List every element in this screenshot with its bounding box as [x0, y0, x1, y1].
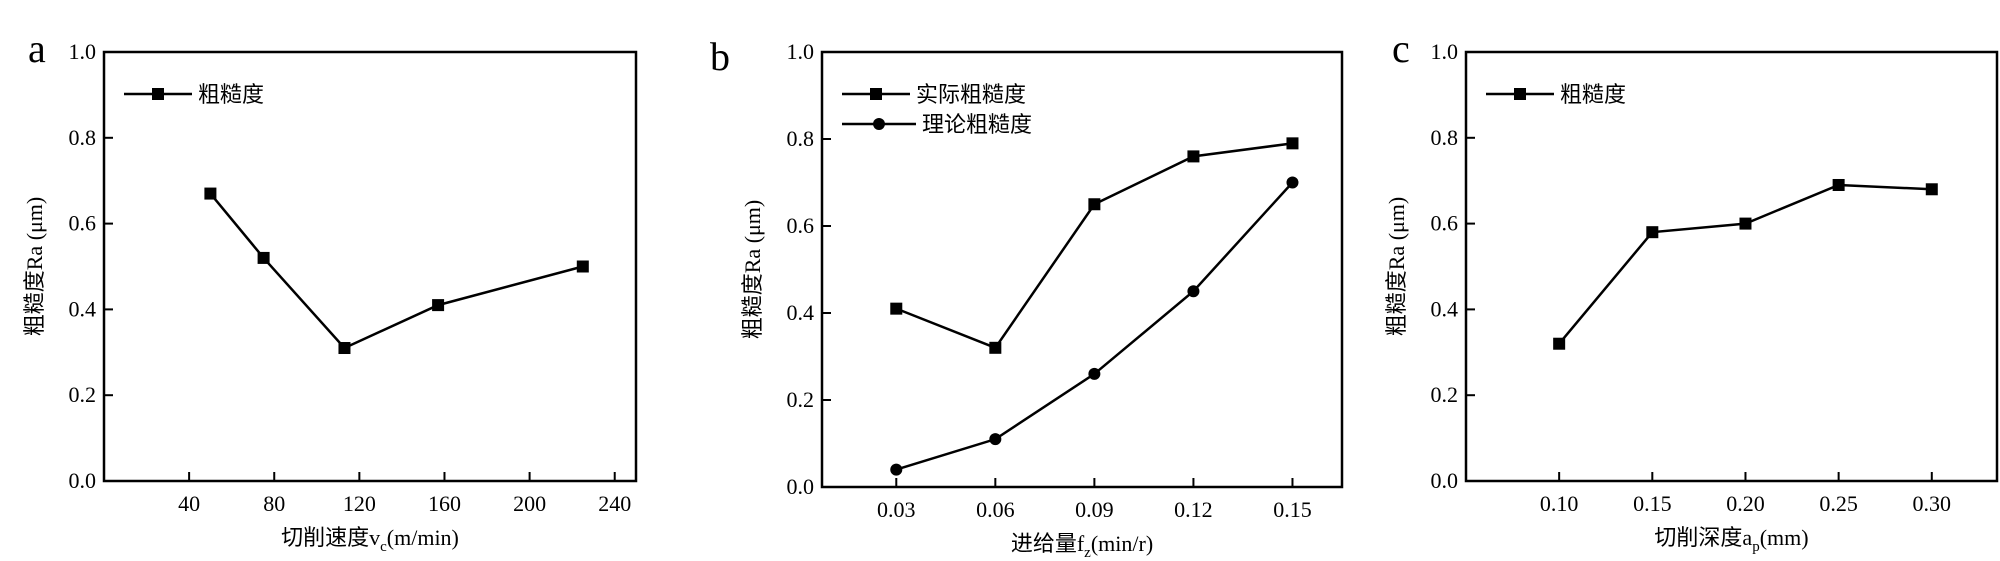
series-line	[1558, 183, 1932, 345]
data-point	[1553, 337, 1566, 350]
data-point	[989, 341, 1002, 354]
panel-label: c	[1392, 26, 1410, 71]
x-tick-label: 0.09	[1075, 497, 1114, 522]
data-point	[432, 299, 445, 312]
data-point	[257, 251, 270, 264]
data-point	[1739, 217, 1752, 230]
chart-panel-c: c 0.0 0.2 0.4 0.6 0.8 1.0 0.10 0.15 0.20 0.25 0.30 切…	[1384, 26, 1999, 555]
x-axis-label: 切削深度ap(mm)	[1654, 525, 1808, 555]
data-point	[1088, 198, 1101, 211]
data-point	[204, 187, 217, 200]
y-axis-label: 粗糙度Ra (μm)	[22, 197, 47, 337]
y-tick-label: 1.0	[1431, 39, 1459, 64]
x-tick-label: 0.12	[1174, 497, 1213, 522]
y-tick-label: 0.8	[1431, 125, 1459, 150]
panel-label: b	[710, 34, 730, 79]
x-tick-label: 0.25	[1819, 491, 1858, 516]
y-tick-label: 0.6	[787, 213, 815, 238]
y-tick-label: 0.4	[1431, 296, 1459, 321]
data-point	[576, 260, 589, 273]
data-point	[1187, 285, 1200, 298]
data-point	[1832, 178, 1845, 191]
data-point	[338, 342, 351, 355]
legend-label: 实际粗糙度	[916, 82, 1026, 107]
y-tick-label: 1.0	[787, 39, 815, 64]
chart-panel-a: a 0.0 0.2 0.4 0.6 0.8 1.0 40 80 120 160 200 240 切削速度v…	[22, 26, 638, 555]
x-tick-label: 0.15	[1633, 491, 1672, 516]
y-tick-label: 0.0	[787, 474, 815, 499]
series-line	[209, 192, 584, 350]
x-axis-label: 进给量fz(min/r)	[1011, 531, 1153, 561]
chart-panel-b: b 0.0 0.2 0.4 0.6 0.8 1.0 0.03 0.06 0.09 0.12 0.15 进…	[710, 34, 1344, 561]
legend: 粗糙度	[124, 82, 264, 107]
y-axis-label: 粗糙度Ra (μm)	[1384, 197, 1409, 337]
x-tick-label: 200	[513, 491, 546, 516]
data-point	[1646, 226, 1659, 239]
y-tick-label: 0.0	[1431, 468, 1459, 493]
panel-label: a	[28, 26, 46, 71]
x-tick-label: 0.06	[976, 497, 1015, 522]
plot-frame	[102, 50, 638, 483]
x-tick-label: 0.15	[1273, 497, 1312, 522]
data-point	[890, 302, 903, 315]
y-tick-label: 0.8	[69, 125, 97, 150]
y-tick-label: 0.2	[787, 387, 815, 412]
y-axis-label: 粗糙度Ra (μm)	[740, 200, 765, 340]
series-line	[895, 142, 1293, 350]
x-tick-label: 80	[263, 491, 285, 516]
plot-frame	[820, 50, 1344, 489]
x-tick-label: 40	[178, 491, 200, 516]
y-tick-label: 0.4	[69, 296, 97, 321]
x-tick-label: 240	[598, 491, 631, 516]
x-tick-label: 0.30	[1913, 491, 1952, 516]
data-point	[989, 433, 1002, 446]
legend-marker	[870, 88, 882, 100]
y-tick-label: 0.8	[787, 126, 815, 151]
legend-marker	[152, 88, 164, 100]
series-1	[1553, 178, 1938, 350]
x-tick-label: 0.20	[1726, 491, 1765, 516]
y-tick-label: 0.0	[69, 468, 97, 493]
plot-frame	[1464, 50, 1999, 483]
x-tick-label: 120	[343, 491, 376, 516]
legend: 粗糙度	[1486, 82, 1626, 107]
data-point	[1925, 183, 1938, 196]
series-1	[890, 137, 1299, 354]
y-tick-label: 0.4	[787, 300, 815, 325]
series-1	[204, 187, 589, 355]
x-tick-label: 160	[428, 491, 461, 516]
y-tick-label: 0.2	[1431, 382, 1459, 407]
legend-marker	[1514, 88, 1526, 100]
y-tick-label: 0.2	[69, 382, 97, 407]
x-axis-label: 切削速度vc(m/min)	[281, 525, 459, 555]
y-tick-label: 0.6	[1431, 211, 1459, 236]
y-tick-label: 1.0	[69, 39, 97, 64]
x-tick-label: 0.10	[1540, 491, 1579, 516]
data-point	[890, 463, 903, 476]
y-tick-label: 0.6	[69, 211, 97, 236]
data-point	[1286, 176, 1299, 189]
x-tick-label: 0.03	[877, 497, 916, 522]
data-point	[1187, 150, 1200, 163]
legend-label: 粗糙度	[198, 82, 264, 107]
series-2	[890, 176, 1299, 476]
legend-marker	[873, 118, 885, 130]
data-point	[1088, 367, 1101, 380]
data-point	[1286, 137, 1299, 150]
legend-label: 粗糙度	[1560, 82, 1626, 107]
series-line	[895, 181, 1294, 471]
legend-label: 理论粗糙度	[922, 112, 1032, 137]
